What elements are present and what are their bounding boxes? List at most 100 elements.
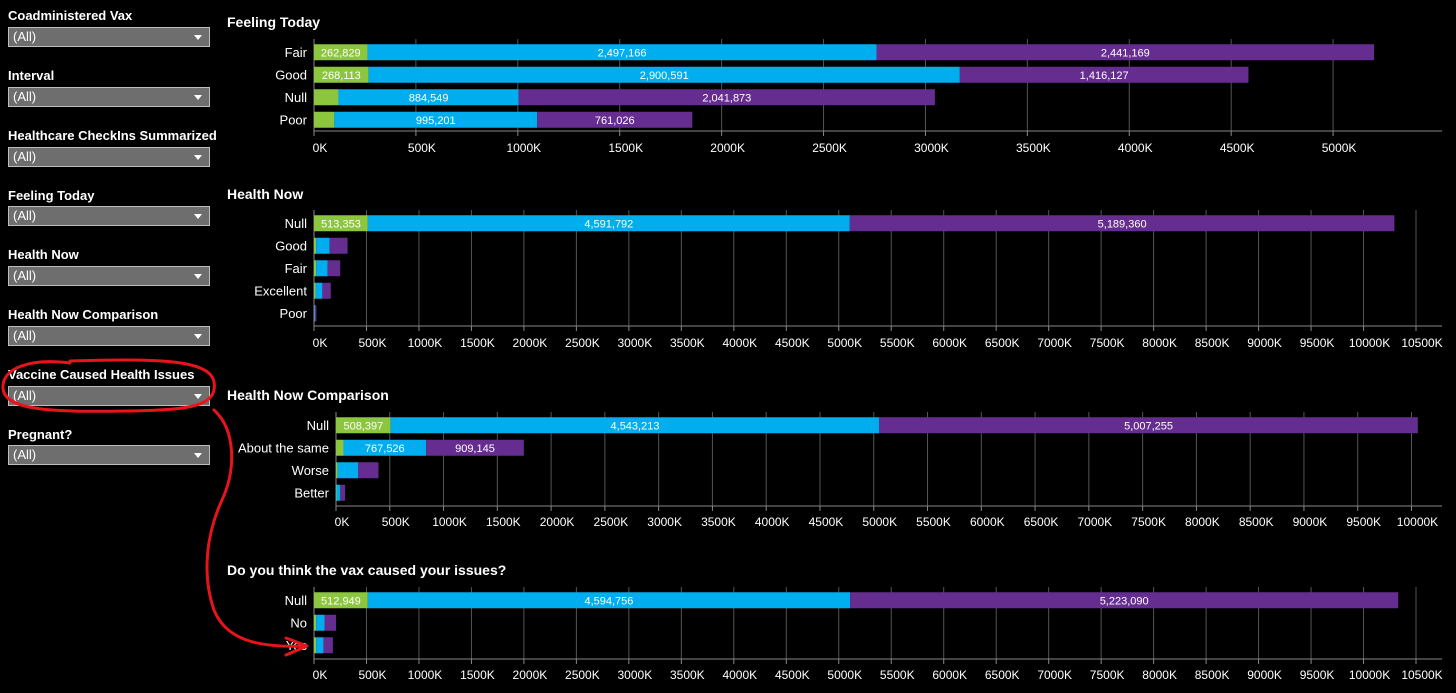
chevron-down-icon xyxy=(194,334,202,339)
filter-label-feeling-today: Feeling Today xyxy=(8,188,95,203)
category-label: Yes xyxy=(286,638,308,653)
data-label: 2,041,873 xyxy=(702,92,751,104)
category-label: Good xyxy=(275,67,307,82)
bar-segment xyxy=(315,282,323,299)
tick-label: 8500K xyxy=(1195,668,1230,682)
data-label: 4,543,213 xyxy=(611,420,660,432)
bar-segment xyxy=(336,484,337,501)
bar-segment xyxy=(314,215,368,232)
healthcare-checkins-dropdown[interactable]: (All) xyxy=(8,147,210,167)
health-now-comparison-dropdown[interactable]: (All) xyxy=(8,326,210,346)
bar-segment xyxy=(336,417,391,434)
tick-label: 3000K xyxy=(618,668,653,682)
bar-segment xyxy=(316,637,324,654)
dropdown-value: (All) xyxy=(13,29,37,44)
bar-segment xyxy=(518,89,935,106)
bar-segment xyxy=(324,614,337,631)
tick-label: 10500K xyxy=(1401,336,1442,350)
category-label: Poor xyxy=(280,112,308,127)
bar-segment xyxy=(322,282,331,299)
bar-segment xyxy=(314,260,317,277)
filter-label-coadministered-vax: Coadministered Vax xyxy=(8,8,133,23)
tick-label: 0K xyxy=(313,668,328,682)
bar-segment xyxy=(343,439,427,456)
data-label: 5,189,360 xyxy=(1098,218,1147,230)
category-label: Null xyxy=(285,593,308,608)
data-label: 4,594,756 xyxy=(584,595,633,607)
tick-label: 500K xyxy=(358,668,386,682)
tick-label: 3500K xyxy=(670,668,705,682)
tick-label: 7000K xyxy=(1037,668,1072,682)
tick-label: 2500K xyxy=(565,336,600,350)
tick-label: 4000K xyxy=(722,668,757,682)
tick-label: 5000K xyxy=(862,515,897,529)
bar-segment xyxy=(327,260,341,277)
feeling-today-dropdown[interactable]: (All) xyxy=(8,206,210,226)
tick-label: 1000K xyxy=(408,336,443,350)
bar-segment xyxy=(329,237,348,254)
health-now-dropdown[interactable]: (All) xyxy=(8,266,210,286)
tick-label: 8500K xyxy=(1195,336,1230,350)
category-label: Fair xyxy=(285,261,308,276)
data-label: 268,113 xyxy=(322,70,361,82)
tick-label: 8000K xyxy=(1142,668,1177,682)
tick-label: 2000K xyxy=(513,668,548,682)
tick-label: 8000K xyxy=(1185,515,1220,529)
bar-segment xyxy=(390,417,880,434)
bar-segment xyxy=(338,89,519,106)
tick-label: 5000K xyxy=(827,336,862,350)
data-label: 995,201 xyxy=(416,115,456,127)
tick-label: 2500K xyxy=(565,668,600,682)
tick-label: 1500K xyxy=(460,336,495,350)
tick-label: 10000K xyxy=(1397,515,1438,529)
category-label: Null xyxy=(285,90,308,105)
tick-label: 9500K xyxy=(1300,668,1335,682)
tick-label: 0K xyxy=(313,336,328,350)
category-label: No xyxy=(290,615,307,630)
category-label: Null xyxy=(285,216,308,231)
interval-dropdown[interactable]: (All) xyxy=(8,87,210,107)
tick-label: 2000K xyxy=(513,336,548,350)
tick-label: 2000K xyxy=(710,141,745,155)
tick-label: 2500K xyxy=(594,515,629,529)
bar-segment xyxy=(336,462,338,479)
tick-label: 7000K xyxy=(1037,336,1072,350)
coadministered-vax-dropdown[interactable]: (All) xyxy=(8,27,210,47)
tick-label: 7500K xyxy=(1090,336,1125,350)
bar-segment xyxy=(316,260,328,277)
chevron-down-icon xyxy=(194,274,202,279)
tick-label: 1000K xyxy=(408,668,443,682)
category-label: Poor xyxy=(280,306,308,321)
tick-label: 8500K xyxy=(1239,515,1274,529)
chevron-down-icon xyxy=(194,453,202,458)
tick-label: 3500K xyxy=(670,336,705,350)
bar-segment xyxy=(334,111,538,128)
tick-label: 3500K xyxy=(1016,141,1051,155)
category-label: Excellent xyxy=(254,283,307,298)
bar-segment xyxy=(336,484,341,501)
tick-label: 3000K xyxy=(618,336,653,350)
tick-label: 9000K xyxy=(1247,668,1282,682)
tick-label: 8000K xyxy=(1142,336,1177,350)
chart-title-health-now: Health Now xyxy=(227,186,304,202)
bar-segment xyxy=(314,282,316,299)
tick-label: 1000K xyxy=(432,515,467,529)
bar-segment xyxy=(849,215,1395,232)
filter-label-pregnant: Pregnant? xyxy=(8,427,73,442)
filter-label-health-now-comparison: Health Now Comparison xyxy=(8,307,159,322)
tick-label: 7000K xyxy=(1077,515,1112,529)
bar-segment xyxy=(314,237,317,254)
bar-segment xyxy=(336,439,344,456)
data-label: 4,591,792 xyxy=(584,218,633,230)
dropdown-value: (All) xyxy=(13,268,37,283)
filter-label-healthcare-checkins: Healthcare CheckIns Summarized xyxy=(8,128,217,143)
tick-label: 6000K xyxy=(932,668,967,682)
bar-segment xyxy=(850,592,1399,609)
tick-label: 0K xyxy=(313,141,328,155)
bar-segment xyxy=(314,305,316,322)
tick-label: 4000K xyxy=(722,336,757,350)
tick-label: 1500K xyxy=(608,141,643,155)
bar-segment xyxy=(367,44,877,61)
